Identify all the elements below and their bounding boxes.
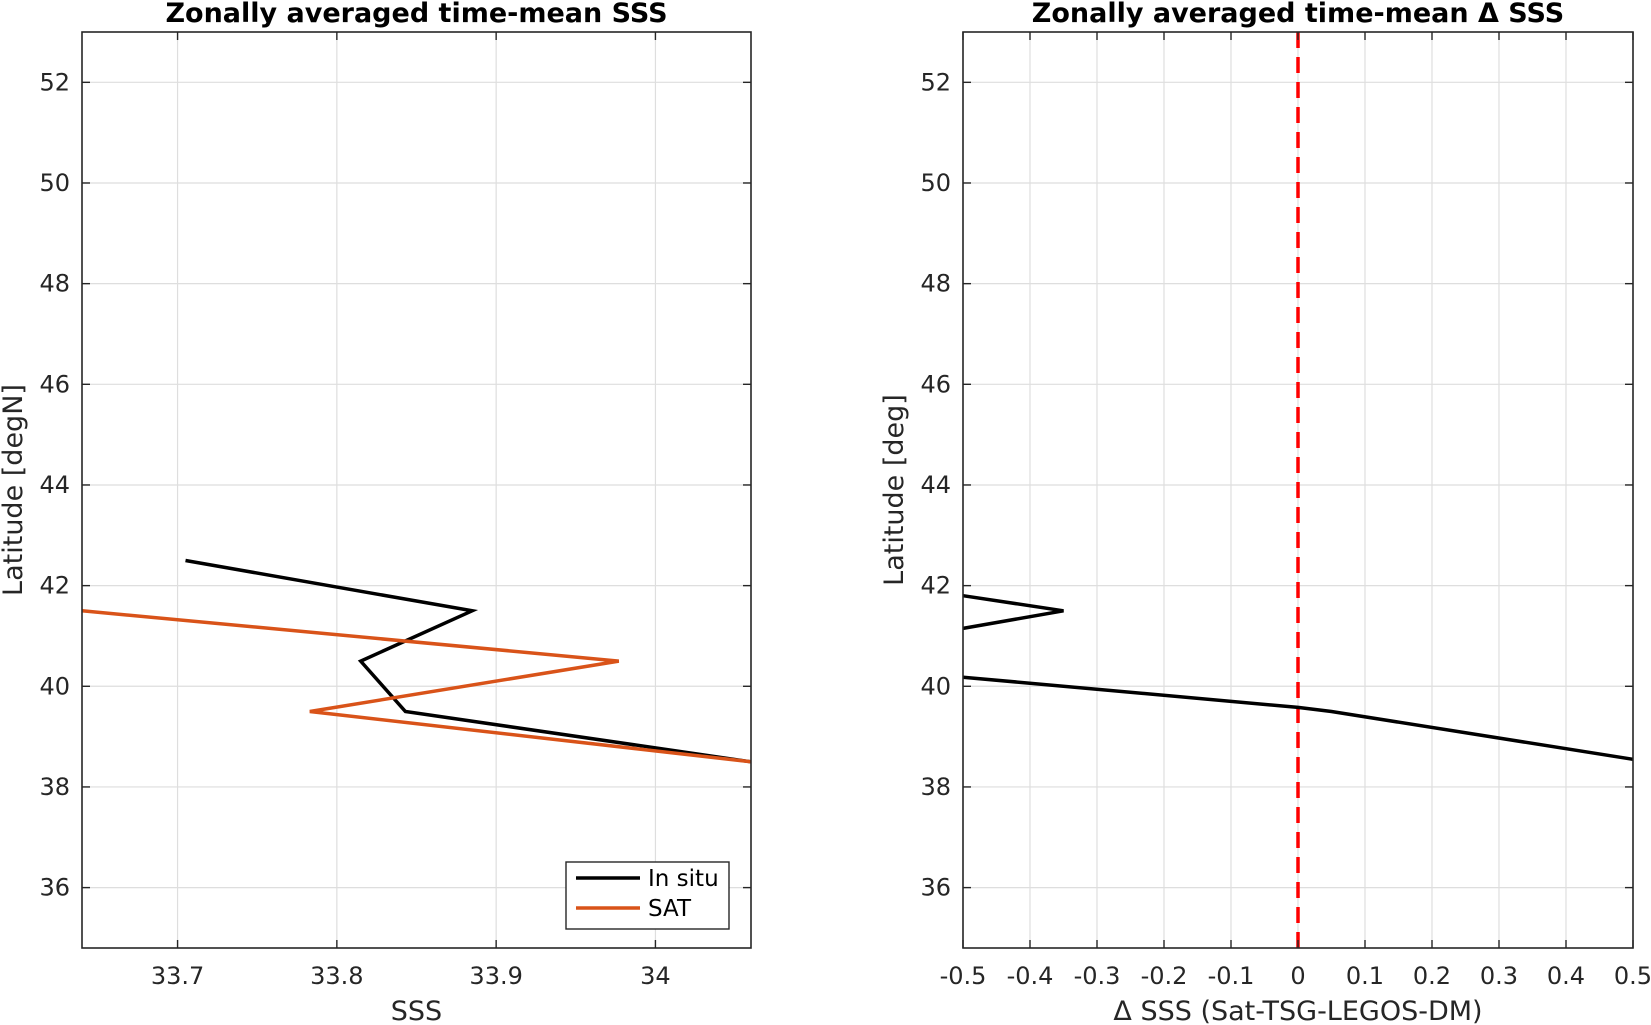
y-tick-label: 52	[920, 68, 951, 96]
x-tick-label: -0.1	[1208, 962, 1255, 990]
x-tick-label: 33.7	[151, 962, 204, 990]
x-tick-label: -0.3	[1074, 962, 1121, 990]
y-tick-label: 46	[39, 370, 70, 398]
series-layer	[962, 593, 1634, 762]
y-tick-label: 46	[920, 370, 951, 398]
y-tick-label: 38	[39, 773, 70, 801]
x-tick-label: 33.9	[469, 962, 522, 990]
x-axis-label: Δ SSS (Sat-TSG-LEGOS-DM)	[1113, 996, 1482, 1025]
chart-title: Zonally averaged time-mean Δ SSS	[1032, 0, 1564, 29]
legend-label-sat: SAT	[648, 896, 692, 922]
legend-box	[565, 861, 730, 930]
y-tick-label: 50	[39, 169, 70, 197]
series-layer	[81, 558, 752, 764]
y-tick-label: 48	[39, 270, 70, 298]
y-tick-label: 44	[920, 471, 951, 499]
chart-title: Zonally averaged time-mean SSS	[165, 0, 667, 29]
x-tick-label: 0	[1290, 962, 1305, 990]
series-line-sat	[81, 609, 752, 764]
x-tick-label: -0.2	[1141, 962, 1188, 990]
plot-area-background	[82, 32, 751, 948]
y-tick-label: 42	[920, 572, 951, 600]
x-tick-label: 0.1	[1346, 962, 1384, 990]
x-tick-label: -0.4	[1007, 962, 1054, 990]
legend: In situ SAT	[565, 861, 730, 930]
y-axis-label: Latitude [deg]	[879, 394, 910, 586]
x-tick-label: 0.5	[1614, 962, 1651, 990]
y-tick-label: 38	[920, 773, 951, 801]
tick-layer: -0.5 -0.4 -0.3 -0.2 -0.1 0 0.1 0.2 0.3 0.4 0.5 36 38…	[920, 32, 1651, 990]
y-tick-label: 36	[39, 874, 70, 902]
y-tick-label: 42	[39, 572, 70, 600]
y-tick-label: 40	[920, 672, 951, 700]
series-line-segment-0	[962, 593, 1064, 631]
x-axis-label: SSS	[391, 996, 442, 1025]
delta-sss-panel: -0.5 -0.4 -0.3 -0.2 -0.1 0 0.1 0.2 0.3 0.4 0.5 36 38…	[879, 0, 1651, 1025]
y-tick-label: 40	[39, 672, 70, 700]
x-tick-label: 0.3	[1480, 962, 1518, 990]
series-line-segment-1	[962, 675, 1634, 762]
y-tick-label: 50	[920, 169, 951, 197]
y-tick-label: 44	[39, 471, 70, 499]
tick-layer: 33.7 33.8 33.9 34 36 38 40 42 44 46 48 50 52	[39, 32, 751, 990]
y-tick-label: 48	[920, 270, 951, 298]
y-tick-label: 36	[920, 874, 951, 902]
x-tick-label: 34	[640, 962, 671, 990]
x-tick-label: 0.2	[1413, 962, 1451, 990]
legend-label-in-situ: In situ	[648, 866, 719, 892]
plot-area-frame	[81, 31, 752, 949]
grid-lines	[82, 32, 751, 948]
x-tick-label: -0.5	[940, 962, 987, 990]
sss-panel: 33.7 33.8 33.9 34 36 38 40 42 44 46 48 50 52 Zonally…	[0, 0, 752, 1025]
x-tick-label: 33.8	[310, 962, 363, 990]
y-tick-label: 52	[39, 68, 70, 96]
series-line-in-situ	[185, 558, 752, 764]
y-axis-label: Latitude [degN]	[0, 384, 29, 596]
x-tick-label: 0.4	[1547, 962, 1585, 990]
